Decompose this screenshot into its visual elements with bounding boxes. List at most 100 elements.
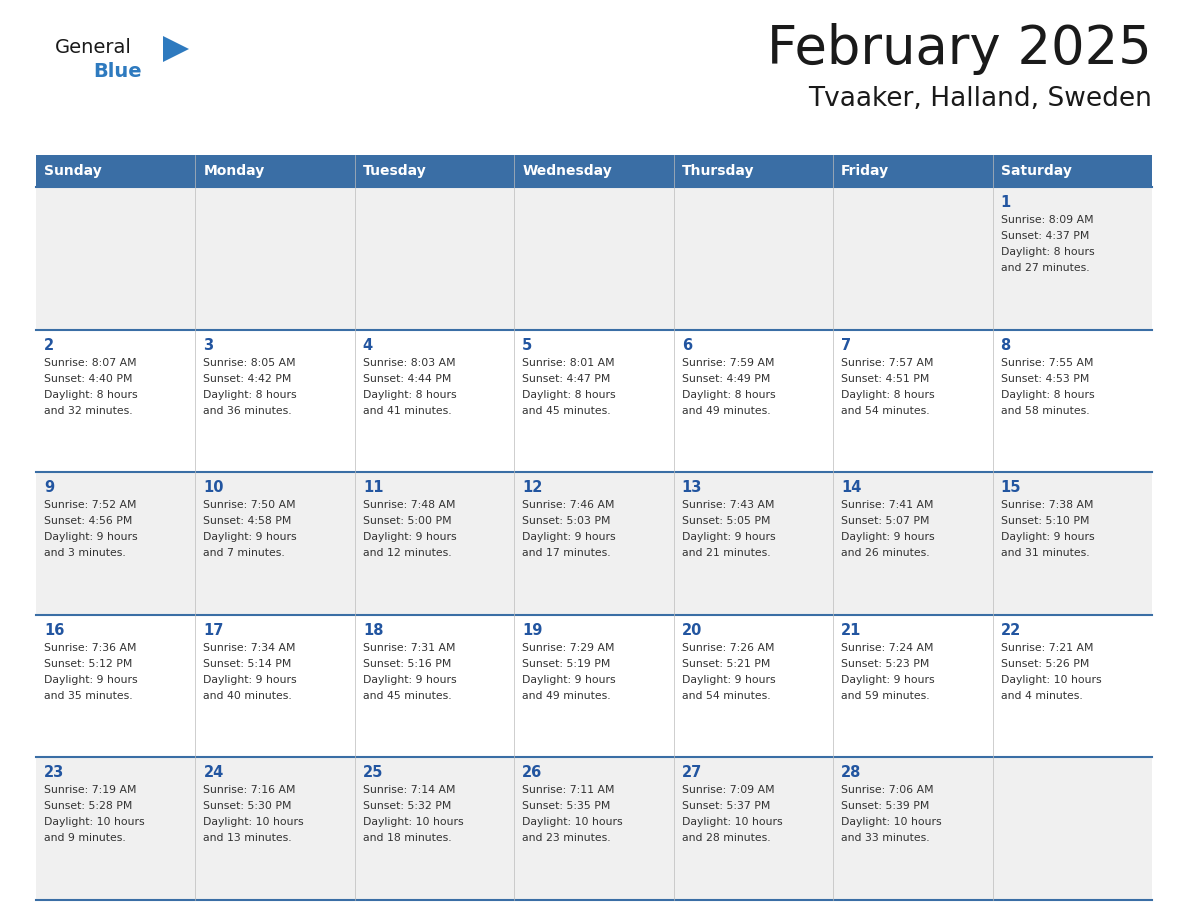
Text: 18: 18 [362,622,384,638]
Text: Daylight: 10 hours: Daylight: 10 hours [362,817,463,827]
Text: Sunset: 4:44 PM: Sunset: 4:44 PM [362,374,451,384]
Text: Daylight: 9 hours: Daylight: 9 hours [1000,532,1094,543]
Text: and 54 minutes.: and 54 minutes. [682,691,770,700]
Text: Sunrise: 7:43 AM: Sunrise: 7:43 AM [682,500,775,510]
Text: Daylight: 9 hours: Daylight: 9 hours [203,532,297,543]
Bar [355,155,514,187]
Text: Daylight: 9 hours: Daylight: 9 hours [682,675,776,685]
Text: Tvaaker, Halland, Sweden: Tvaaker, Halland, Sweden [808,86,1152,112]
Bar [36,472,1152,615]
Text: 13: 13 [682,480,702,495]
Text: Daylight: 9 hours: Daylight: 9 hours [362,532,456,543]
Text: Tuesday: Tuesday [362,164,426,178]
Text: and 32 minutes.: and 32 minutes. [44,406,133,416]
Text: and 9 minutes.: and 9 minutes. [44,834,126,844]
Text: 17: 17 [203,622,223,638]
Text: Sunrise: 7:14 AM: Sunrise: 7:14 AM [362,786,455,795]
Text: and 45 minutes.: and 45 minutes. [362,691,451,700]
Text: and 40 minutes.: and 40 minutes. [203,691,292,700]
Text: Saturday: Saturday [1000,164,1072,178]
Text: Sunset: 4:49 PM: Sunset: 4:49 PM [682,374,770,384]
Text: Sunrise: 7:52 AM: Sunrise: 7:52 AM [44,500,137,510]
Text: Daylight: 8 hours: Daylight: 8 hours [203,389,297,399]
Text: Sunrise: 8:01 AM: Sunrise: 8:01 AM [523,358,615,367]
Text: Sunset: 5:16 PM: Sunset: 5:16 PM [362,659,451,669]
Text: Daylight: 10 hours: Daylight: 10 hours [523,817,623,827]
Text: 20: 20 [682,622,702,638]
Text: Daylight: 8 hours: Daylight: 8 hours [44,389,138,399]
Text: Daylight: 10 hours: Daylight: 10 hours [682,817,783,827]
Text: 27: 27 [682,766,702,780]
Text: 15: 15 [1000,480,1020,495]
Text: Sunrise: 7:50 AM: Sunrise: 7:50 AM [203,500,296,510]
Text: and 59 minutes.: and 59 minutes. [841,691,930,700]
Text: Thursday: Thursday [682,164,754,178]
Text: Sunset: 5:10 PM: Sunset: 5:10 PM [1000,516,1089,526]
Text: and 27 minutes.: and 27 minutes. [1000,263,1089,273]
Text: 19: 19 [523,622,543,638]
Text: and 35 minutes.: and 35 minutes. [44,691,133,700]
Text: Daylight: 8 hours: Daylight: 8 hours [523,389,615,399]
Text: Sunrise: 7:09 AM: Sunrise: 7:09 AM [682,786,775,795]
Text: Daylight: 9 hours: Daylight: 9 hours [44,675,138,685]
Text: Sunset: 5:14 PM: Sunset: 5:14 PM [203,659,292,669]
Text: Sunset: 5:19 PM: Sunset: 5:19 PM [523,659,611,669]
Text: 22: 22 [1000,622,1020,638]
Text: Blue: Blue [93,62,141,81]
Text: Sunrise: 8:03 AM: Sunrise: 8:03 AM [362,358,455,367]
Text: Wednesday: Wednesday [523,164,612,178]
Text: Sunrise: 7:16 AM: Sunrise: 7:16 AM [203,786,296,795]
Text: Sunset: 5:03 PM: Sunset: 5:03 PM [523,516,611,526]
Text: 4: 4 [362,338,373,353]
Text: General: General [55,38,132,57]
Text: Daylight: 9 hours: Daylight: 9 hours [523,532,615,543]
Text: 1: 1 [1000,195,1011,210]
Text: Daylight: 9 hours: Daylight: 9 hours [841,675,935,685]
Text: Sunset: 5:12 PM: Sunset: 5:12 PM [44,659,132,669]
Text: Sunset: 5:21 PM: Sunset: 5:21 PM [682,659,770,669]
Text: Sunset: 5:28 PM: Sunset: 5:28 PM [44,801,132,812]
Text: and 21 minutes.: and 21 minutes. [682,548,770,558]
Text: Sunrise: 7:59 AM: Sunrise: 7:59 AM [682,358,775,367]
Text: 11: 11 [362,480,384,495]
Text: Sunset: 5:32 PM: Sunset: 5:32 PM [362,801,451,812]
Text: 23: 23 [44,766,64,780]
Text: 14: 14 [841,480,861,495]
Text: Sunset: 5:39 PM: Sunset: 5:39 PM [841,801,929,812]
Text: Sunset: 4:58 PM: Sunset: 4:58 PM [203,516,292,526]
Text: Sunset: 5:30 PM: Sunset: 5:30 PM [203,801,292,812]
Text: and 45 minutes.: and 45 minutes. [523,406,611,416]
Text: Daylight: 8 hours: Daylight: 8 hours [362,389,456,399]
Text: Sunrise: 7:38 AM: Sunrise: 7:38 AM [1000,500,1093,510]
Text: Sunset: 5:35 PM: Sunset: 5:35 PM [523,801,611,812]
Text: Sunrise: 7:06 AM: Sunrise: 7:06 AM [841,786,934,795]
Text: Sunrise: 7:48 AM: Sunrise: 7:48 AM [362,500,455,510]
Text: and 7 minutes.: and 7 minutes. [203,548,285,558]
Text: Sunrise: 8:07 AM: Sunrise: 8:07 AM [44,358,137,367]
Text: Sunrise: 7:57 AM: Sunrise: 7:57 AM [841,358,934,367]
Text: Daylight: 9 hours: Daylight: 9 hours [682,532,776,543]
Text: Sunset: 4:47 PM: Sunset: 4:47 PM [523,374,611,384]
Text: 16: 16 [44,622,64,638]
Text: Sunset: 4:51 PM: Sunset: 4:51 PM [841,374,929,384]
Text: and 18 minutes.: and 18 minutes. [362,834,451,844]
Text: Sunset: 4:53 PM: Sunset: 4:53 PM [1000,374,1089,384]
Text: Sunset: 5:37 PM: Sunset: 5:37 PM [682,801,770,812]
Text: 24: 24 [203,766,223,780]
Text: and 54 minutes.: and 54 minutes. [841,406,930,416]
Text: and 13 minutes.: and 13 minutes. [203,834,292,844]
Text: Daylight: 9 hours: Daylight: 9 hours [841,532,935,543]
Text: Sunrise: 7:31 AM: Sunrise: 7:31 AM [362,643,455,653]
Text: Daylight: 9 hours: Daylight: 9 hours [203,675,297,685]
Bar [196,155,355,187]
Text: Daylight: 9 hours: Daylight: 9 hours [362,675,456,685]
Text: Sunrise: 8:09 AM: Sunrise: 8:09 AM [1000,215,1093,225]
Text: and 3 minutes.: and 3 minutes. [44,548,126,558]
Text: Sunset: 4:42 PM: Sunset: 4:42 PM [203,374,292,384]
Text: and 49 minutes.: and 49 minutes. [523,691,611,700]
Bar [36,615,1152,757]
Text: Daylight: 9 hours: Daylight: 9 hours [523,675,615,685]
Text: and 31 minutes.: and 31 minutes. [1000,548,1089,558]
Text: Sunset: 4:56 PM: Sunset: 4:56 PM [44,516,132,526]
Bar [514,155,674,187]
